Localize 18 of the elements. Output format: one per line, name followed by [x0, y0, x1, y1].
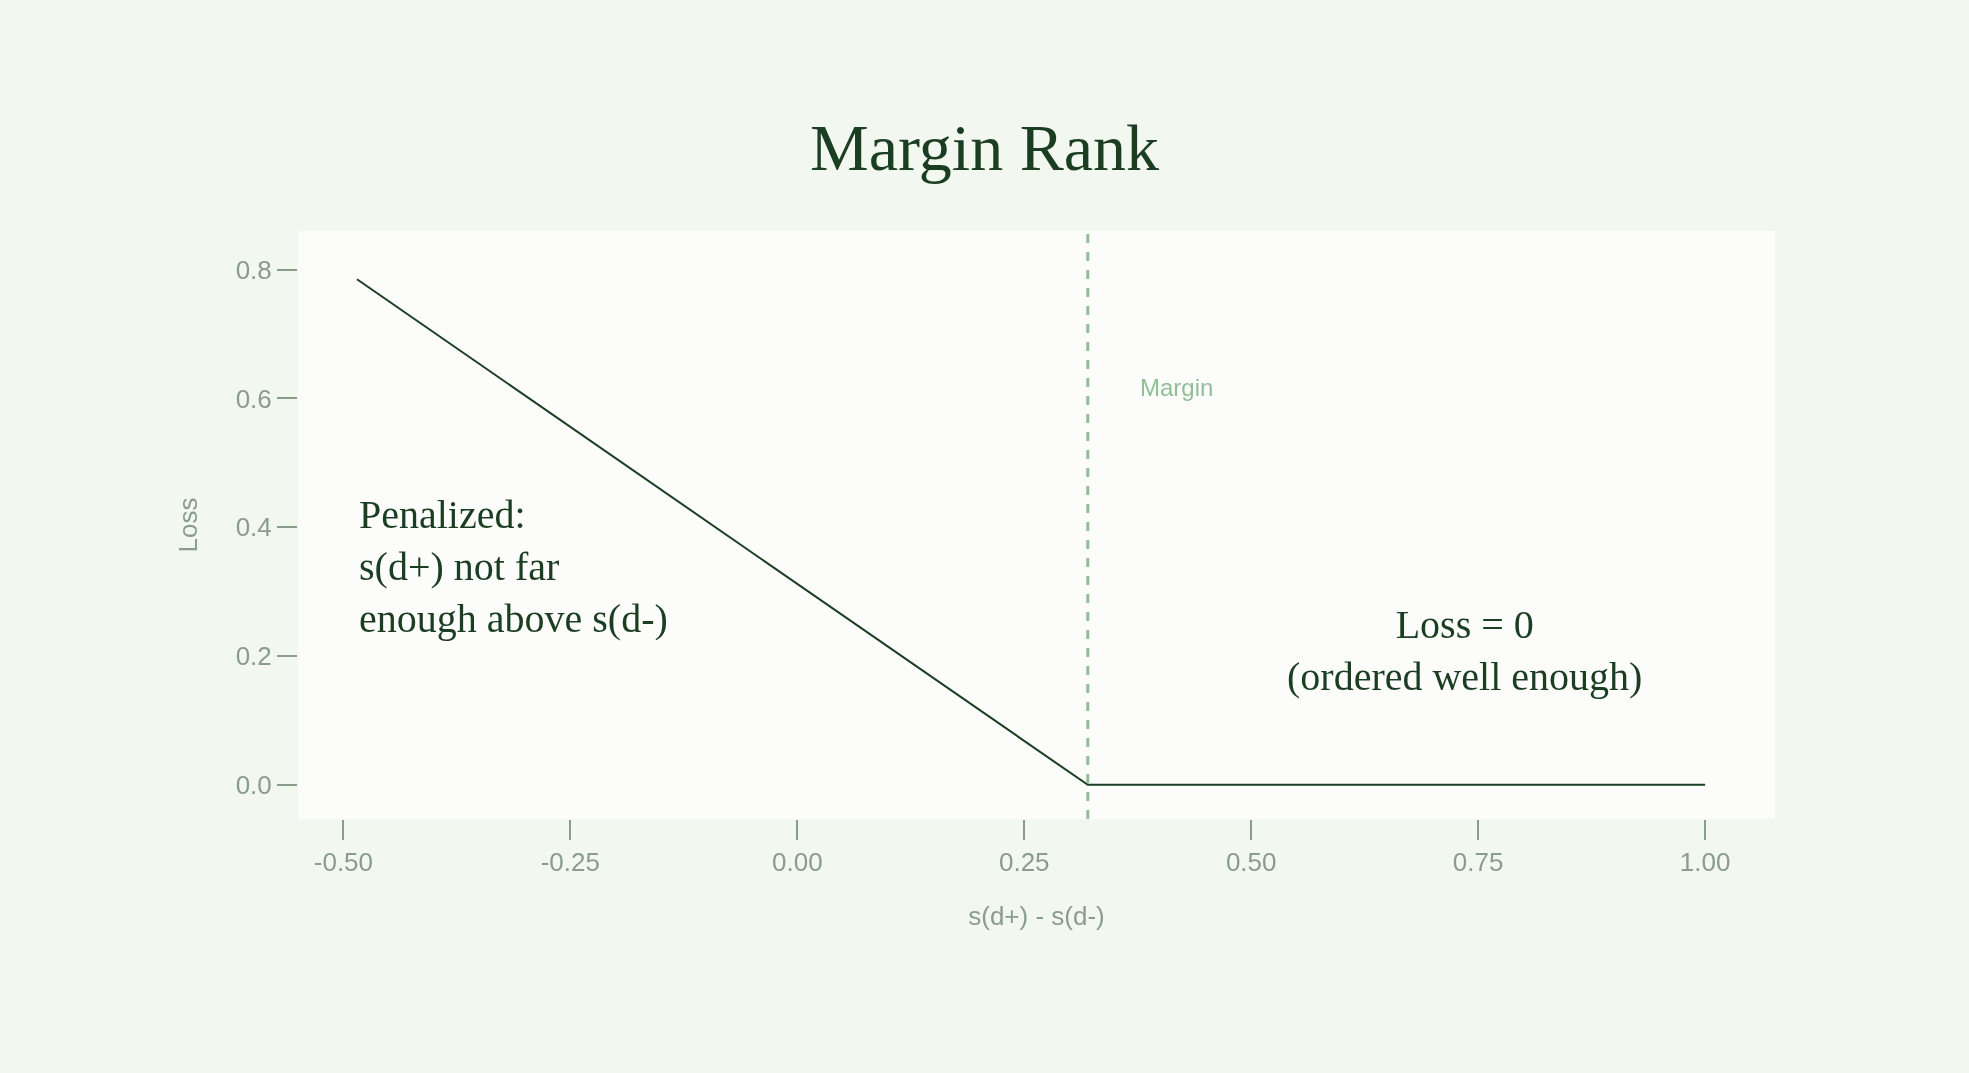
y-tick-label: 0.6	[235, 383, 272, 414]
x-tick-label: -0.25	[540, 847, 600, 878]
x-tick-label: 0.75	[1452, 847, 1504, 878]
annotation: Penalized: s(d+) not far enough above s(d-)	[359, 492, 668, 641]
x-tick-label: 0.25	[998, 847, 1050, 878]
x-tick-label: 0.50	[1225, 847, 1277, 878]
x-tick-label: 1.00	[1679, 847, 1731, 878]
chart-title: Margin Rank	[810, 110, 1159, 184]
y-axis-title: Loss	[173, 497, 204, 553]
y-tick-label: 0.8	[235, 254, 272, 285]
ref-line-label: Margin	[1140, 374, 1214, 401]
y-tick-label: 0.2	[235, 641, 272, 672]
x-tick-label: 0.00	[771, 847, 823, 878]
y-tick-label: 0.4	[235, 512, 272, 543]
annotation: Loss = 0 (ordered well enough)	[1287, 602, 1643, 699]
x-axis-title: s(d+) - s(d-)	[968, 900, 1105, 931]
x-tick-label: -0.50	[313, 847, 374, 878]
y-tick-label: 0.0	[235, 769, 272, 800]
